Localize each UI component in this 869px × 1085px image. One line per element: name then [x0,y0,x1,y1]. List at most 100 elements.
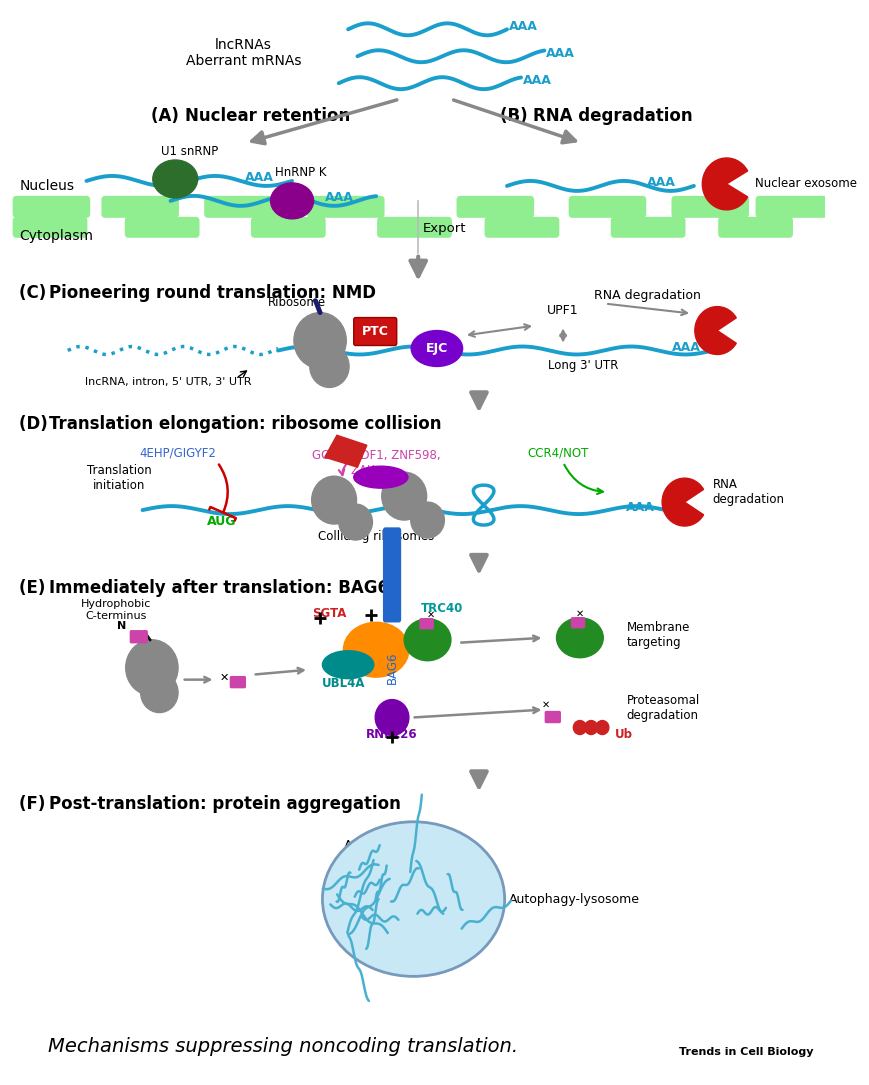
Text: AAA: AAA [672,341,700,354]
Wedge shape [701,158,746,209]
FancyBboxPatch shape [130,630,147,642]
Text: Cytoplasm: Cytoplasm [19,229,93,243]
Text: TRC35: TRC35 [355,659,397,672]
Text: ZAKα, ...: ZAKα, ... [351,463,401,476]
Circle shape [141,673,178,713]
Circle shape [375,700,408,736]
Text: AAA: AAA [508,20,537,33]
Ellipse shape [270,183,313,219]
Text: Membrane
targeting: Membrane targeting [626,621,689,649]
Text: Nuclear retention: Nuclear retention [184,107,349,125]
Circle shape [410,502,444,538]
FancyBboxPatch shape [204,196,282,218]
FancyBboxPatch shape [671,196,748,218]
Ellipse shape [153,159,197,197]
FancyBboxPatch shape [376,217,451,238]
FancyBboxPatch shape [568,196,646,218]
Text: UBL4A: UBL4A [322,677,365,690]
Text: ✕: ✕ [426,610,434,620]
Text: (E): (E) [19,579,51,597]
Text: EJC: EJC [425,342,448,355]
Text: Ribosome: Ribosome [268,295,325,308]
Text: Nucleus: Nucleus [19,179,74,193]
Circle shape [573,720,586,735]
Text: Mechanisms suppressing noncoding translation.: Mechanisms suppressing noncoding transla… [48,1037,517,1056]
Circle shape [381,472,426,520]
Text: Immediately after translation: BAG6: Immediately after translation: BAG6 [49,579,388,597]
Text: Proteasomal
degradation: Proteasomal degradation [626,693,699,722]
Text: Nuclear exosome: Nuclear exosome [753,178,856,191]
Text: AAA: AAA [324,191,353,204]
Text: GCN1, EDF1, ZNF598,: GCN1, EDF1, ZNF598, [311,449,440,462]
Text: TRC40: TRC40 [420,602,462,615]
FancyBboxPatch shape [13,217,87,238]
Text: 4EHP/GIGYF2: 4EHP/GIGYF2 [139,447,216,460]
Text: SGTA: SGTA [312,607,346,620]
Text: ✕: ✕ [575,609,583,618]
Ellipse shape [322,651,374,678]
Text: lncRNA, intron, 5' UTR, 3' UTR: lncRNA, intron, 5' UTR, 3' UTR [85,378,252,387]
Text: HnRNP K: HnRNP K [275,166,327,179]
Circle shape [125,640,178,695]
Circle shape [584,720,597,735]
Ellipse shape [411,331,462,367]
Text: AAA: AAA [647,177,675,190]
Text: (C): (C) [19,283,52,302]
Text: RNA degradation: RNA degradation [593,289,700,302]
Text: U1 snRNP: U1 snRNP [161,145,218,158]
Polygon shape [324,435,367,468]
Text: RNA degradation: RNA degradation [533,107,692,125]
Text: BAG6: BAG6 [385,651,398,684]
Text: Autophagy-lysosome: Autophagy-lysosome [508,893,639,906]
Circle shape [338,505,372,540]
Ellipse shape [322,821,504,976]
FancyBboxPatch shape [718,217,792,238]
Text: AAA: AAA [546,47,574,60]
Text: AAA: AAA [522,74,551,87]
Text: Translation
initiation: Translation initiation [87,464,151,493]
Text: Post-translation: protein aggregation: Post-translation: protein aggregation [49,795,401,814]
FancyBboxPatch shape [354,318,396,345]
Text: Aggregate: Aggregate [343,839,408,852]
FancyBboxPatch shape [250,217,325,238]
Text: (B): (B) [499,107,533,125]
Text: Long 3' UTR: Long 3' UTR [547,359,618,372]
Text: lncRNAs
Aberrant mRNAs: lncRNAs Aberrant mRNAs [185,38,301,68]
Text: RNA
degradation: RNA degradation [712,478,784,506]
Text: ✕: ✕ [220,673,229,682]
FancyBboxPatch shape [754,196,833,218]
Text: AAA: AAA [625,500,653,513]
FancyBboxPatch shape [124,217,199,238]
FancyBboxPatch shape [307,196,384,218]
Ellipse shape [556,617,602,658]
FancyBboxPatch shape [383,528,400,622]
Circle shape [309,345,348,387]
Text: Trends in Cell Biology: Trends in Cell Biology [678,1047,813,1057]
FancyBboxPatch shape [610,217,685,238]
FancyBboxPatch shape [571,617,584,628]
FancyBboxPatch shape [230,677,245,688]
Text: AUG: AUG [207,515,236,528]
Text: Colliding ribosomes: Colliding ribosomes [318,529,434,542]
Wedge shape [694,307,735,355]
Ellipse shape [343,623,408,677]
Text: Ub: Ub [614,728,632,741]
Text: Translation elongation: ribosome collision: Translation elongation: ribosome collisi… [49,416,441,433]
FancyBboxPatch shape [13,196,90,218]
Text: UPF1: UPF1 [547,304,578,317]
Text: PTC: PTC [362,326,388,339]
Text: (F): (F) [19,795,51,814]
Text: N: N [117,621,127,630]
FancyBboxPatch shape [545,712,560,723]
Text: AAA: AAA [245,171,274,184]
Ellipse shape [354,467,408,488]
Circle shape [294,312,346,369]
FancyBboxPatch shape [420,618,433,629]
FancyBboxPatch shape [102,196,179,218]
Circle shape [311,476,356,524]
Wedge shape [661,478,703,526]
Ellipse shape [404,618,450,661]
Text: Hydrophobic
C-terminus: Hydrophobic C-terminus [81,599,151,621]
Text: (A): (A) [151,107,184,125]
FancyBboxPatch shape [456,196,534,218]
